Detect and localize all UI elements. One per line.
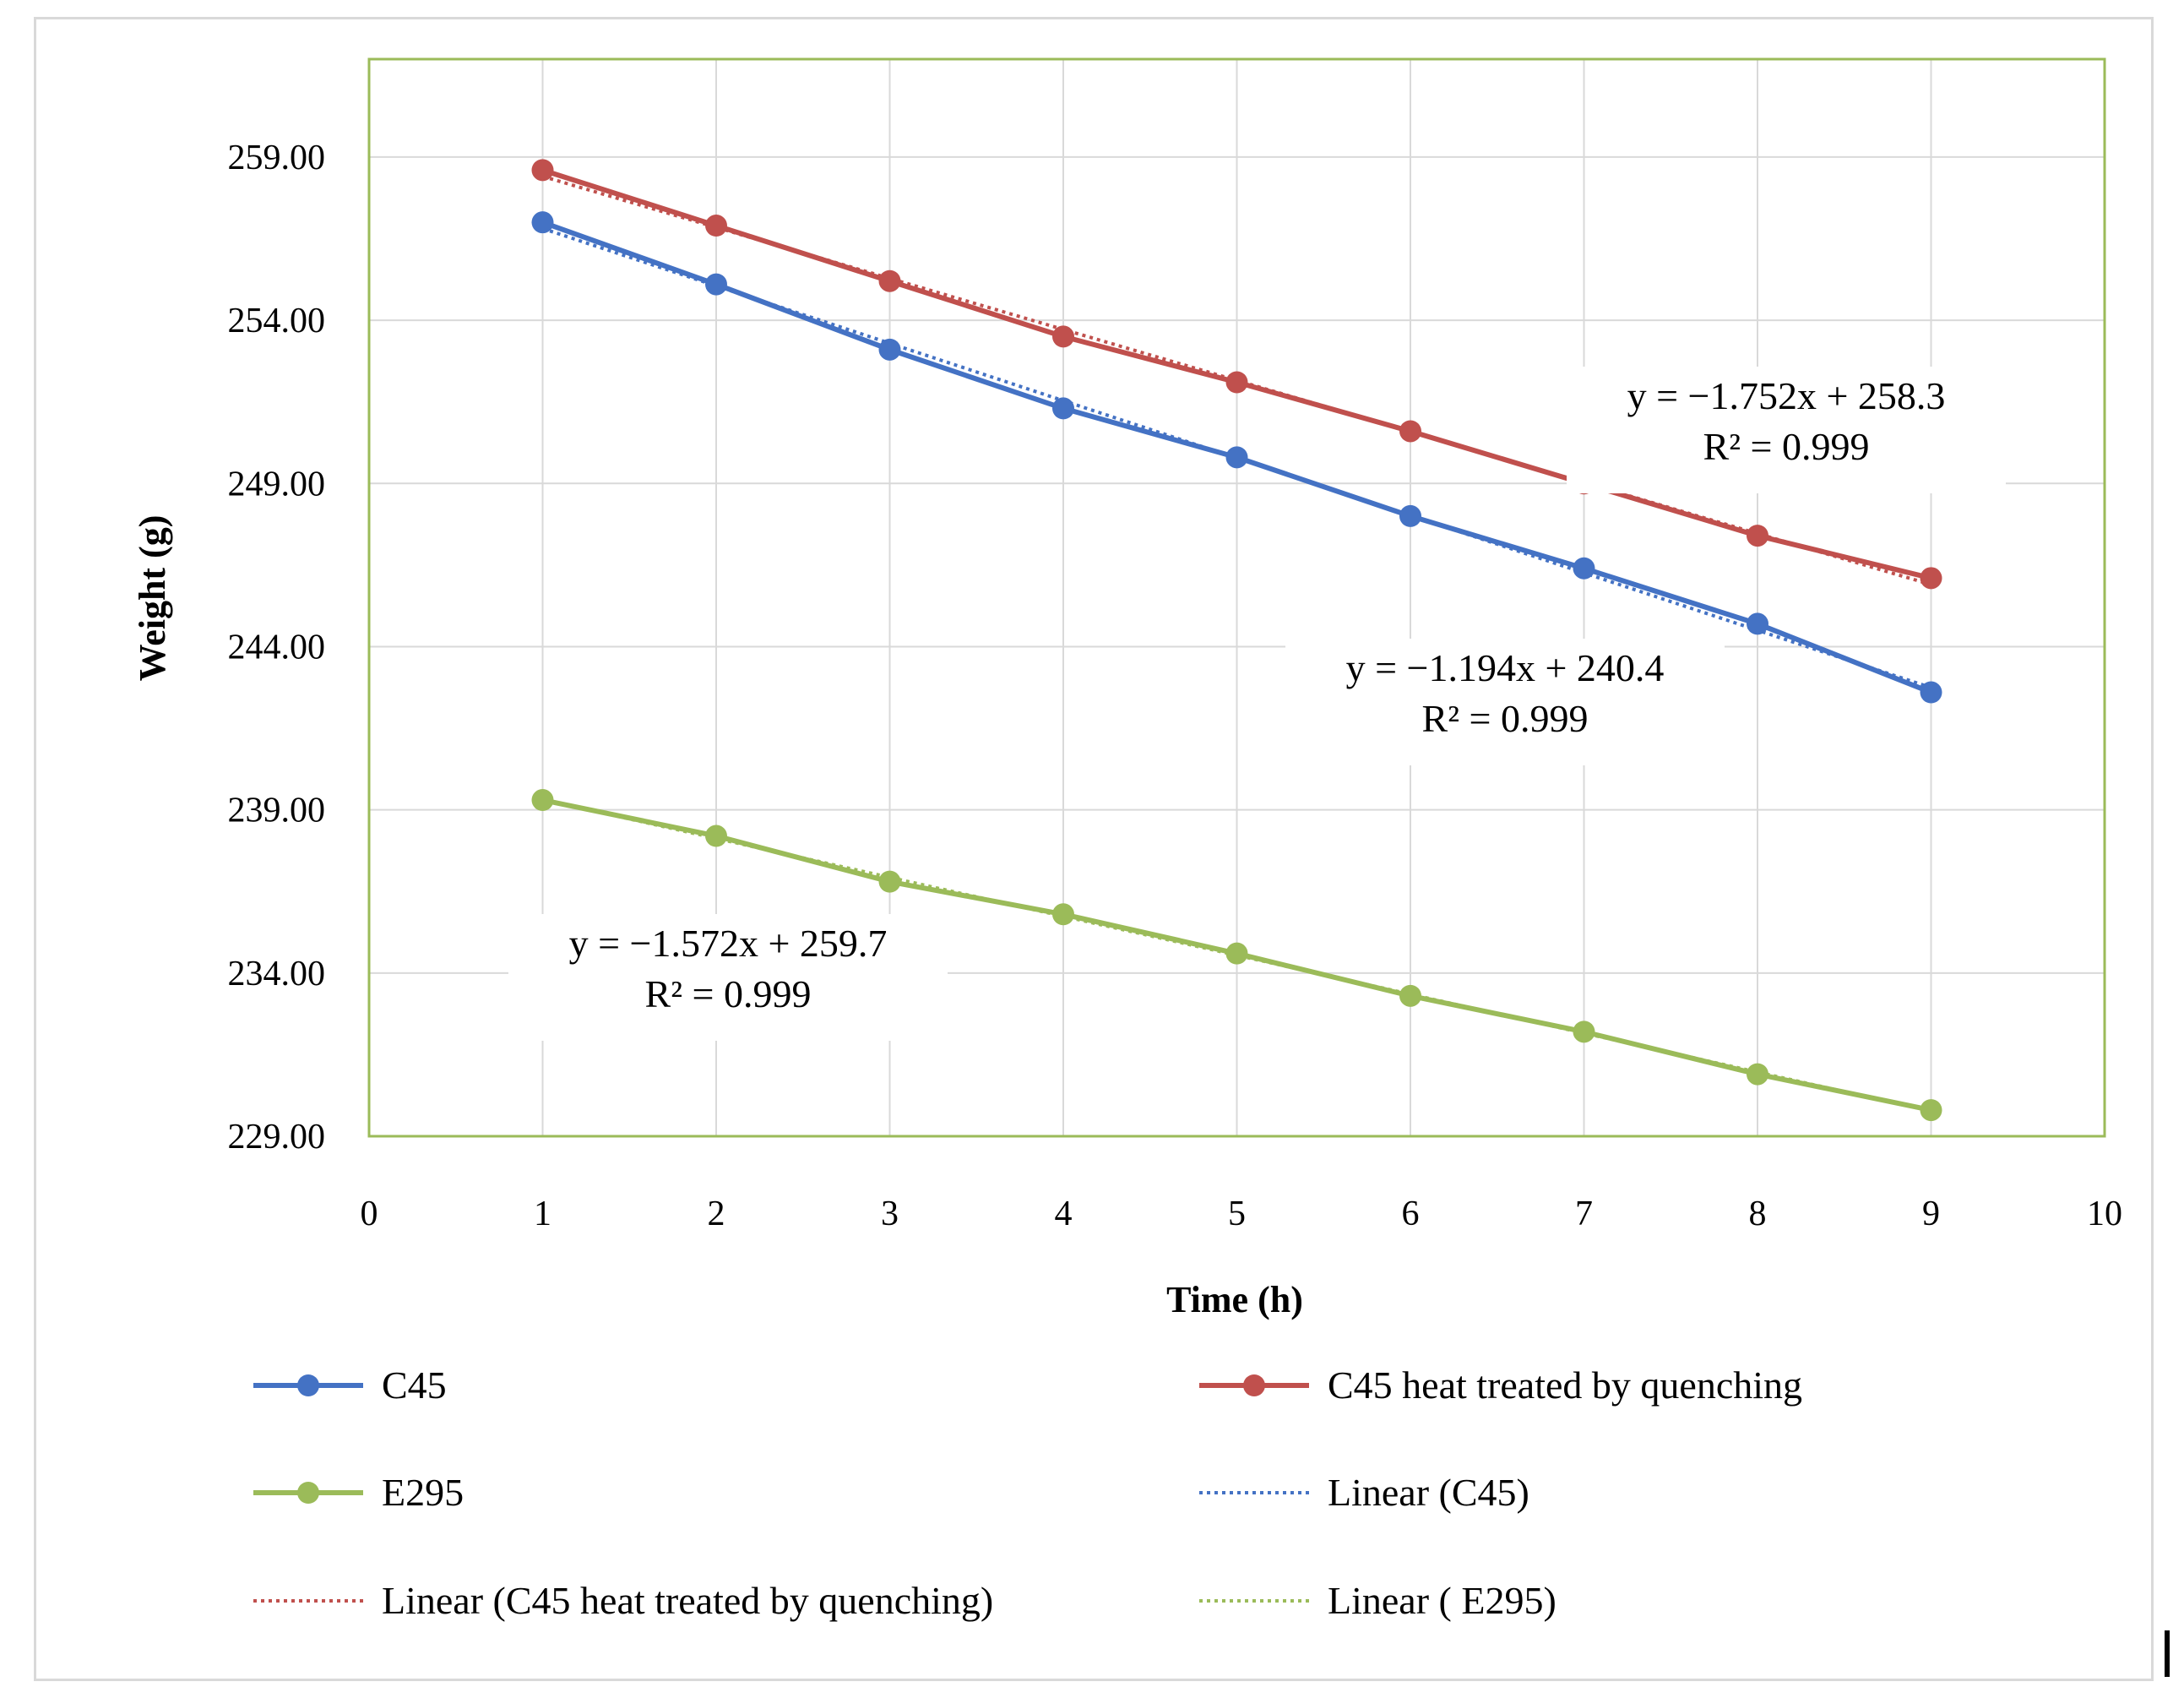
data-point [1225, 371, 1248, 394]
legend-swatch-marker [1243, 1374, 1265, 1396]
trendline-r-squared: R² = 0.999 [645, 972, 812, 1015]
y-tick-label: 244.00 [228, 628, 326, 667]
trendline-equation: y = −1.194x + 240.4 [1346, 646, 1665, 689]
data-point [1920, 681, 1942, 704]
x-tick-label: 6 [1402, 1195, 1420, 1233]
legend-label: Linear (C45 heat treated by quenching) [382, 1579, 993, 1622]
equation-label-background [1285, 639, 1725, 765]
x-tick-label: 5 [1228, 1195, 1246, 1233]
data-point [1399, 984, 1421, 1007]
data-point [878, 269, 901, 292]
x-tick-label: 9 [1922, 1195, 1940, 1233]
chart-frame [34, 17, 2154, 1681]
y-tick-label: 239.00 [228, 792, 326, 830]
plot-area-border [367, 57, 2106, 1138]
data-point [1225, 942, 1248, 965]
legend-item-series: C45 heat treated by quenching [1199, 1363, 1802, 1407]
data-point [705, 215, 727, 237]
data-point [1573, 1020, 1595, 1043]
y-tick-label: 234.00 [228, 955, 326, 993]
legend-label: Linear (C45) [1328, 1471, 1529, 1514]
legend-item-trendline: Linear (C45 heat treated by quenching) [253, 1579, 993, 1622]
data-point [531, 211, 554, 234]
x-tick-label: 7 [1575, 1195, 1593, 1233]
x-axis-tick-labels: 0 1 2 3 4 5 6 7 8 9 10 [361, 1195, 2123, 1233]
data-point [1747, 525, 1768, 547]
data-point [705, 825, 727, 847]
data-series [531, 159, 1942, 1122]
trendline-equation: y = −1.572x + 259.7 [569, 922, 888, 965]
y-tick-label: 254.00 [228, 302, 326, 340]
legend-swatch-marker [297, 1482, 319, 1504]
trendline-r-squared: R² = 0.999 [1703, 425, 1870, 468]
y-tick-label: 259.00 [228, 139, 326, 177]
legend-label: C45 heat treated by quenching [1328, 1363, 1802, 1407]
legend-item-series: C45 [253, 1363, 447, 1407]
legend-label: E295 [382, 1471, 464, 1514]
data-point [878, 338, 901, 361]
data-point [1747, 612, 1768, 635]
legend-label: Linear ( E295) [1328, 1579, 1557, 1622]
data-point [1920, 567, 1942, 590]
equation-label-background [1567, 367, 2006, 493]
y-axis-tick-labels: 229.00 234.00 239.00 244.00 249.00 254.00 259.… [228, 139, 326, 1156]
x-tick-label: 1 [534, 1195, 551, 1233]
legend-item-series: E295 [253, 1471, 464, 1514]
data-point [1399, 504, 1421, 527]
legend: C45 C45 heat treated by quenching E295 Line… [253, 1363, 1802, 1622]
data-point [1052, 903, 1074, 926]
equation-label-background [508, 914, 948, 1041]
data-point [1052, 325, 1074, 348]
x-tick-label: 10 [2087, 1195, 2122, 1233]
trendline-r-squared: R² = 0.999 [1422, 697, 1589, 740]
data-point [1225, 446, 1248, 469]
y-tick-label: 229.00 [228, 1118, 326, 1156]
x-tick-label: 2 [708, 1195, 725, 1233]
legend-label: C45 [382, 1363, 447, 1407]
data-point [1920, 1099, 1942, 1122]
data-point [1399, 420, 1421, 443]
x-tick-label: 4 [1055, 1195, 1073, 1233]
trendline-equation: y = −1.752x + 258.3 [1627, 374, 1946, 417]
data-point [878, 870, 901, 893]
x-tick-label: 0 [361, 1195, 378, 1233]
x-tick-label: 8 [1749, 1195, 1767, 1233]
legend-item-trendline: Linear ( E295) [1199, 1579, 1557, 1622]
y-axis-title: Weight (g) [132, 515, 173, 682]
legend-swatch-marker [297, 1374, 319, 1396]
x-axis-title: Time (h) [1166, 1279, 1303, 1320]
x-tick-label: 3 [881, 1195, 899, 1233]
data-point [531, 159, 554, 182]
data-point [1052, 397, 1074, 420]
text-cursor [2165, 1630, 2170, 1677]
data-point [531, 789, 554, 812]
y-tick-label: 249.00 [228, 465, 326, 503]
data-point [705, 273, 727, 296]
trendline-equations: y = −1.194x + 240.4 R² = 0.999 y = −1.752x… [508, 367, 2006, 1041]
data-point [1573, 557, 1595, 580]
data-point [1747, 1063, 1768, 1086]
legend-item-trendline: Linear (C45) [1199, 1471, 1529, 1514]
